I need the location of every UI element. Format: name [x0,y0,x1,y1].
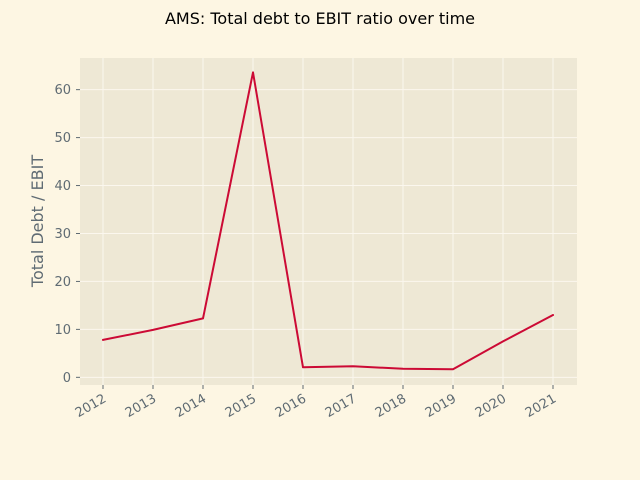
data-point [552,314,554,316]
data-point [152,329,154,331]
data-point [352,365,354,368]
data-point [202,317,204,320]
y-tick-label: 0 [63,371,71,386]
grid-lines [80,58,577,385]
data-point [502,340,504,343]
y-tick-label: 10 [54,323,71,338]
data-point [252,71,254,74]
plot-area [80,58,577,385]
y-axis-ticks: 0 10 20 30 40 50 60 [54,83,80,386]
data-point [302,366,304,369]
y-tick-label: 60 [54,83,71,98]
data-point [402,367,404,370]
series-line [102,71,554,371]
y-tick-label: 40 [54,179,71,194]
data-point [452,368,454,370]
data-point [102,339,104,341]
chart-title: AMS: Total debt to EBIT ratio over time [165,9,475,28]
y-tick-label: 30 [54,227,71,242]
series-layer [102,71,554,371]
y-tick-label: 20 [54,275,71,290]
y-axis-label: Total Debt / EBIT [28,155,47,288]
y-tick-label: 50 [54,131,71,146]
